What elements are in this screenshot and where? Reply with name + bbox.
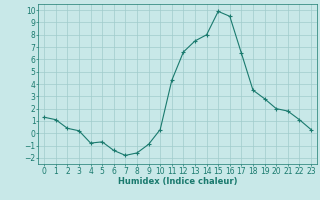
X-axis label: Humidex (Indice chaleur): Humidex (Indice chaleur) <box>118 177 237 186</box>
